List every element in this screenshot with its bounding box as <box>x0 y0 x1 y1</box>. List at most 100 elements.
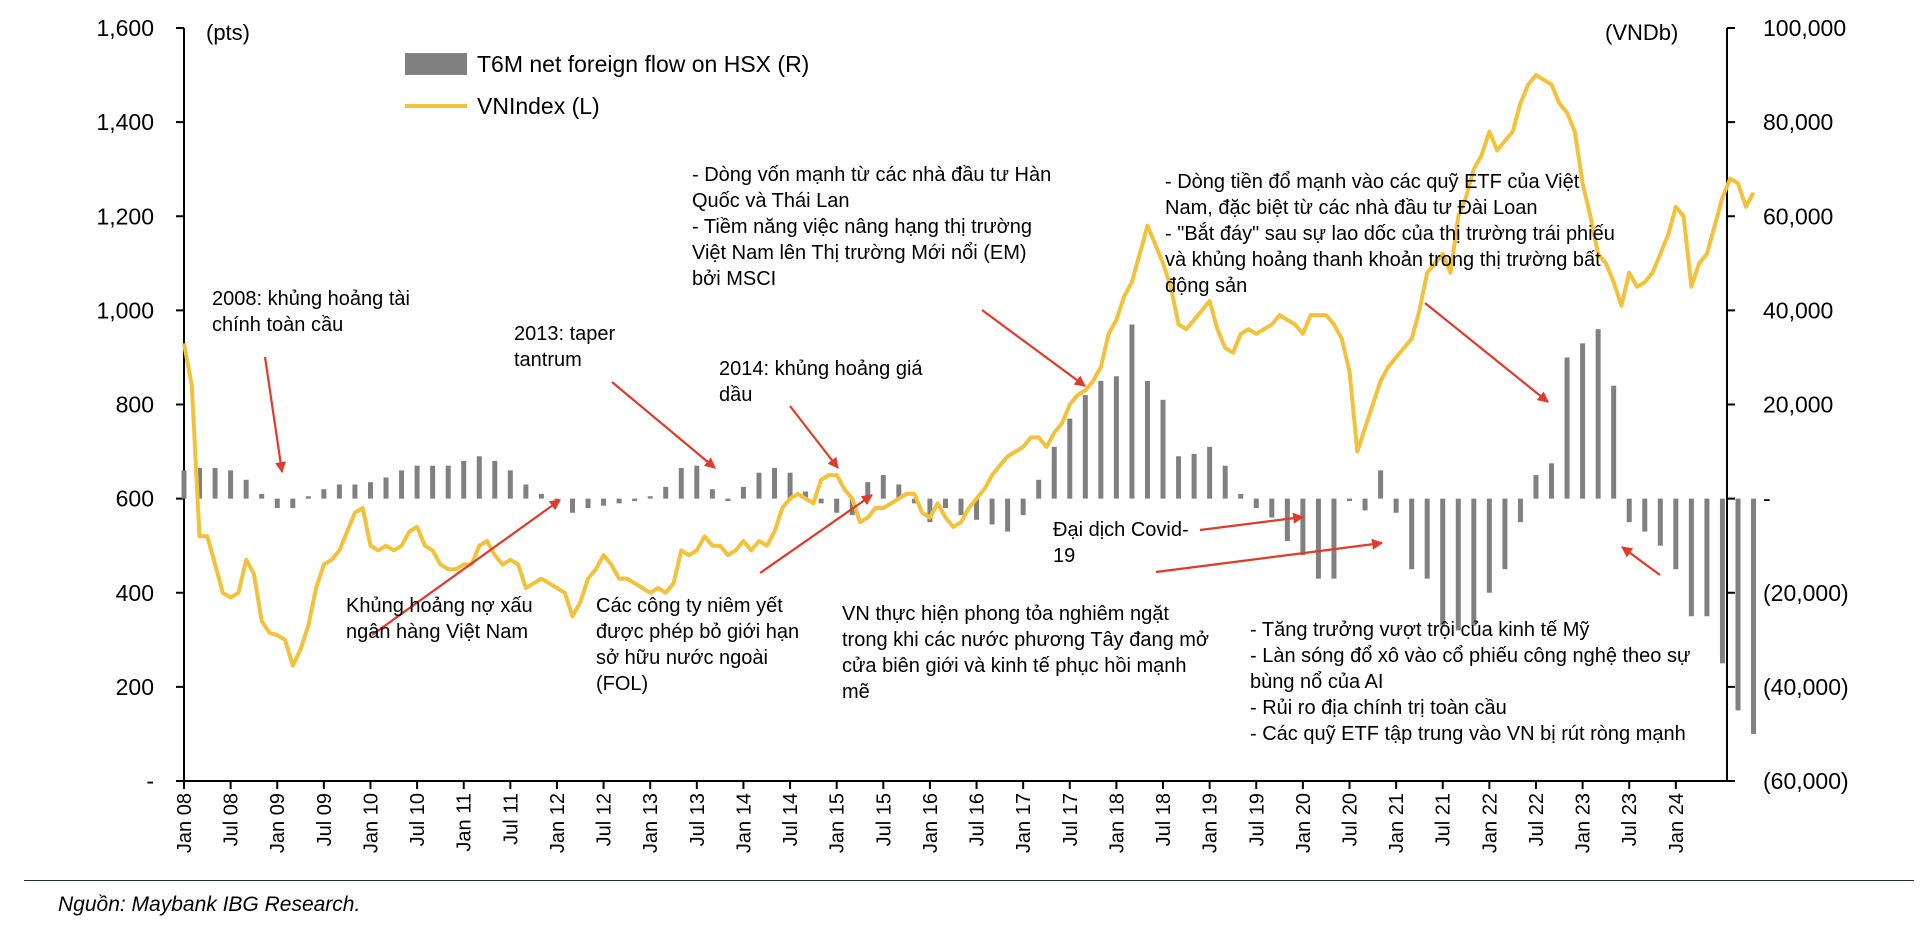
flow-bar <box>1331 498 1337 579</box>
flow-bar <box>958 498 964 516</box>
left-tick-label: 1,600 <box>96 15 154 41</box>
annotation-line: 2008: khủng hoảng tài <box>212 288 410 310</box>
legend-label-bars: T6M net foreign flow on HSX (R) <box>477 51 809 77</box>
right-tick-label: 20,000 <box>1763 392 1833 418</box>
right-tick-label: 100,000 <box>1763 15 1846 41</box>
flow-bar <box>1113 376 1119 499</box>
annotation-line: - Rủi ro địa chính trị toàn cầu <box>1250 697 1507 719</box>
flow-bar <box>772 468 778 499</box>
chart: - 200 400 600 800 1,000 1,200 1,400 1,600 (60,000… <box>96 15 1848 853</box>
flow-bar <box>383 477 389 499</box>
x-tick-label: Jan 15 <box>827 793 849 853</box>
annotation-line: Khủng hoảng nợ xấu <box>346 595 533 617</box>
flow-bar <box>1020 498 1026 516</box>
legend-label-line: VNIndex (L) <box>477 93 600 119</box>
flow-bar <box>803 491 809 499</box>
right-tick-label: 80,000 <box>1763 109 1833 135</box>
flow-bar <box>1673 498 1679 570</box>
x-tick-label: Jan 10 <box>360 793 382 853</box>
right-tick-label: 60,000 <box>1763 203 1833 229</box>
annotation-line: VN thực hiện phong tỏa nghiêm ngặt <box>842 603 1169 625</box>
flow-bar <box>1238 493 1244 499</box>
flow-bar <box>694 465 700 499</box>
x-tick-label: Jan 16 <box>920 793 942 853</box>
flow-bar <box>1564 357 1570 499</box>
annotation-line: Quốc và Thái Lan <box>692 190 850 212</box>
x-tick-label: Jul 14 <box>780 793 802 846</box>
x-tick-label: Jan 09 <box>267 793 289 853</box>
flow-bar <box>616 498 622 504</box>
annotation-line: cửa biên giới và kinh tế phục hồi mạnh <box>842 655 1187 677</box>
flow-bar <box>1160 399 1166 499</box>
left-tick-label: 1,400 <box>96 109 154 135</box>
line-series <box>182 73 1756 668</box>
annotation-bad-debt: Khủng hoảng nợ xấu ngân hàng Việt Nam <box>346 593 533 645</box>
annotation-korea: - Dòng vốn mạnh từ các nhà đầu tư Hàn Quố… <box>692 162 1051 292</box>
annotation-gfc: 2008: khủng hoảng tài chính toàn cầu <box>212 286 410 338</box>
flow-bar <box>927 498 933 523</box>
left-tick-label: 600 <box>116 486 154 512</box>
flow-bar <box>1082 395 1088 499</box>
flow-bar <box>1657 498 1663 546</box>
flow-bar <box>1626 498 1632 523</box>
flow-bar <box>834 498 840 513</box>
bar-series <box>181 324 1757 734</box>
annotation-arrow <box>1155 538 1384 574</box>
x-tick-label: Jul 10 <box>407 793 429 846</box>
x-tick-label: Jan 13 <box>640 793 662 853</box>
right-tick-label: (40,000) <box>1763 674 1849 700</box>
annotation-arrow <box>981 309 1086 387</box>
annotation-arrow <box>789 405 839 469</box>
axes: - 200 400 600 800 1,000 1,200 1,400 1,600 (60,000… <box>96 15 1848 853</box>
flow-bar <box>787 472 793 499</box>
annotation-line: 2014: khủng hoảng giá <box>719 358 923 380</box>
annotation-line: - Dòng vốn mạnh từ các nhà đầu tư Hàn <box>692 164 1052 186</box>
flow-bar <box>865 482 871 499</box>
flow-bar <box>1393 498 1399 513</box>
annotation-line: ngân hàng Việt Nam <box>346 621 528 643</box>
flow-bar <box>243 479 249 499</box>
annotation-line: - Tiềm năng việc nâng hạng thị trường <box>692 216 1033 238</box>
flow-bar <box>896 484 902 499</box>
flow-bar <box>1315 498 1321 579</box>
flow-bar <box>1688 498 1694 617</box>
flow-bar <box>1595 329 1601 499</box>
flow-bar <box>461 460 467 499</box>
flow-bar <box>570 498 575 513</box>
x-tick-label: Jul 19 <box>1246 793 1268 846</box>
right-axis-unit: (VNDb) <box>1605 20 1678 45</box>
flow-bar <box>367 482 373 499</box>
annotation-line: động sản <box>1165 275 1248 297</box>
flow-bar <box>1129 324 1135 499</box>
flow-bar <box>1051 446 1057 499</box>
annotation-line: - Làn sóng đổ xô vào cổ phiếu công nghệ … <box>1250 645 1691 667</box>
flow-bar <box>445 465 451 499</box>
flow-bar <box>197 468 203 499</box>
x-tick-label: Jan 23 <box>1573 793 1595 853</box>
left-tick-label: 200 <box>116 674 154 700</box>
annotation-line: - Các quỹ ETF tập trung vào VN bị rút rò… <box>1250 723 1686 745</box>
flow-bar <box>1409 498 1415 570</box>
annotation-line: Việt Nam lên Thị trường Mới nổi (EM) <box>692 242 1027 264</box>
flow-bar <box>1611 385 1617 499</box>
x-tick-label: Jan 18 <box>1106 793 1128 853</box>
left-tick-label: 800 <box>116 392 154 418</box>
annotation-line: 19 <box>1053 545 1076 567</box>
flow-bar <box>1347 498 1352 501</box>
flow-bar <box>740 486 746 499</box>
x-tick-label: Jan 19 <box>1200 793 1222 853</box>
annotation-line: mẽ <box>842 681 870 703</box>
flow-bar <box>414 465 420 499</box>
flow-bar <box>523 484 529 499</box>
x-tick-label: Jul 20 <box>1340 793 1362 846</box>
flow-bar <box>989 498 995 525</box>
flow-bar <box>228 470 234 499</box>
annotation-us: - Tăng trưởng vượt trội của kinh tế Mỹ - … <box>1250 617 1690 747</box>
flow-bar <box>399 470 405 499</box>
flow-bar <box>756 472 762 499</box>
flow-bar <box>725 498 731 501</box>
flow-bar <box>1440 498 1446 626</box>
flow-bar <box>212 468 218 499</box>
flow-bar <box>942 498 948 509</box>
flow-bar <box>1533 475 1539 499</box>
